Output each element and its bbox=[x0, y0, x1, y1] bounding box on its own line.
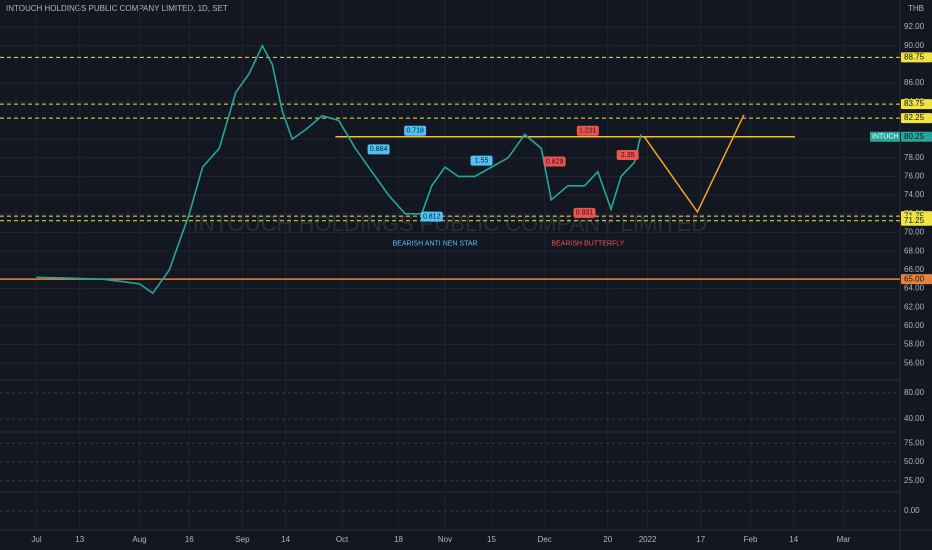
currency: THB bbox=[908, 4, 924, 13]
pane-tick-label: 0.00 bbox=[904, 506, 920, 515]
y-tick-label: 66.00 bbox=[904, 265, 925, 274]
y-tick-label: 74.00 bbox=[904, 190, 925, 199]
price-label: 71.75 bbox=[904, 211, 925, 220]
y-tick-label: 64.00 bbox=[904, 284, 925, 293]
annotation-box bbox=[470, 155, 493, 166]
annotation: 0.812 bbox=[423, 213, 441, 220]
price-label-box bbox=[901, 215, 932, 226]
pane-tick-label: 40.00 bbox=[904, 414, 925, 423]
annotation: 0.931 bbox=[576, 210, 594, 217]
annotation-box bbox=[576, 125, 599, 136]
pane-tick-label: 50.00 bbox=[904, 457, 925, 466]
x-tick-label: 18 bbox=[394, 535, 403, 544]
x-tick-label: Jul bbox=[31, 535, 41, 544]
price-label-box bbox=[901, 52, 932, 63]
annotation-box bbox=[420, 211, 443, 222]
y-tick-label: 86.00 bbox=[904, 78, 925, 87]
annotation: 2.35 bbox=[621, 152, 635, 159]
x-tick-label: 17 bbox=[696, 535, 705, 544]
y-tick-label: 92.00 bbox=[904, 22, 925, 31]
x-tick-label: Mar bbox=[837, 535, 851, 544]
y-tick-label: 56.00 bbox=[904, 358, 925, 367]
x-tick-label: Feb bbox=[744, 535, 758, 544]
x-tick-label: 14 bbox=[789, 535, 798, 544]
watermark: INTOUCH HOLDINGS PUBLIC COMPANY LIMITED bbox=[193, 211, 708, 236]
annotation: 1.231 bbox=[579, 128, 597, 135]
x-tick-label: Oct bbox=[336, 535, 349, 544]
chart-title: INTOUCH HOLDINGS PUBLIC COMPANY LIMITED,… bbox=[6, 4, 228, 13]
pane-tick-label: 75.00 bbox=[904, 438, 925, 447]
y-tick-label: 76.00 bbox=[904, 172, 925, 181]
annotation: 0.829 bbox=[546, 158, 564, 165]
price-label: 83.75 bbox=[904, 99, 925, 108]
y-tick-label: 68.00 bbox=[904, 246, 925, 255]
y-tick-label: 78.00 bbox=[904, 153, 925, 162]
price-label-box bbox=[901, 274, 932, 285]
y-tick-label: 90.00 bbox=[904, 41, 925, 50]
price-line bbox=[36, 43, 642, 295]
projection-line bbox=[643, 114, 745, 214]
y-tick-label: 60.00 bbox=[904, 321, 925, 330]
annotation-box bbox=[616, 149, 639, 160]
annotation: 1.55 bbox=[475, 157, 489, 164]
x-tick-label: 2022 bbox=[639, 535, 657, 544]
x-tick-label: 15 bbox=[487, 535, 496, 544]
x-tick-label: 16 bbox=[185, 535, 194, 544]
annotation-box bbox=[543, 156, 566, 167]
annotation: 0.718 bbox=[406, 128, 424, 135]
annotation: BEARISH BUTTERFLY bbox=[551, 241, 624, 248]
annotation-box bbox=[367, 144, 390, 155]
annotation-box bbox=[573, 207, 596, 218]
x-tick-label: Nov bbox=[438, 535, 452, 544]
price-label: 71.25 bbox=[904, 216, 925, 225]
price-label-box bbox=[901, 99, 932, 110]
x-tick-label: Aug bbox=[132, 535, 146, 544]
symbol-label: INTUCH bbox=[872, 134, 898, 141]
x-tick-label: Dec bbox=[538, 535, 552, 544]
annotation: 0.884 bbox=[370, 146, 388, 153]
price-label-box bbox=[901, 131, 932, 142]
y-tick-label: 62.00 bbox=[904, 302, 925, 311]
x-tick-label: Sep bbox=[235, 535, 250, 544]
price-label: 82.25 bbox=[904, 113, 925, 122]
y-tick-label: 70.00 bbox=[904, 228, 925, 237]
price-label: 88.75 bbox=[904, 53, 925, 62]
x-tick-label: 14 bbox=[281, 535, 290, 544]
price-label: 65.00 bbox=[904, 274, 925, 283]
symbol-label-box bbox=[870, 131, 900, 142]
pane-tick-label: 25.00 bbox=[904, 476, 925, 485]
annotation: BEARISH ANTI NEN STAR bbox=[393, 241, 478, 248]
x-tick-label: 13 bbox=[75, 535, 84, 544]
annotation-box bbox=[404, 125, 427, 136]
pane-tick-label: 80.00 bbox=[904, 388, 925, 397]
x-tick-label: 20 bbox=[603, 535, 612, 544]
y-tick-label: 58.00 bbox=[904, 340, 925, 349]
price-label-box bbox=[901, 113, 932, 124]
price-label: 80.25 bbox=[904, 132, 925, 141]
